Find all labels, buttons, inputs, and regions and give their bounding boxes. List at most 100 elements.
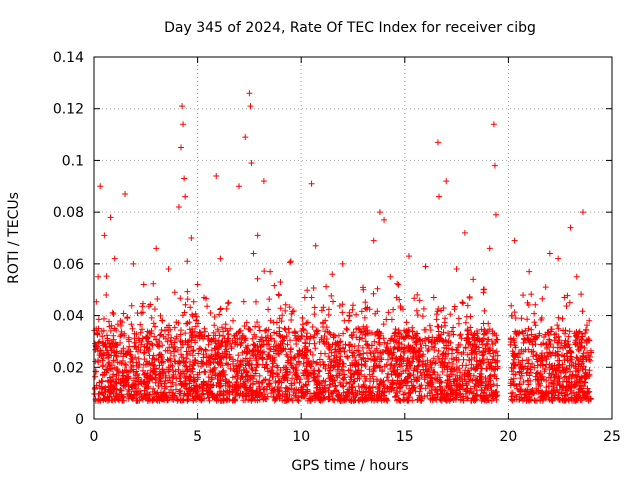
data-point xyxy=(126,343,133,350)
data-point xyxy=(387,273,394,280)
data-point xyxy=(511,237,518,244)
dense-data-band xyxy=(91,259,595,404)
y-tick-label: 0.08 xyxy=(53,205,84,221)
data-point xyxy=(397,304,404,311)
data-point xyxy=(178,144,185,151)
data-point xyxy=(250,250,257,257)
data-point xyxy=(470,276,477,283)
data-point xyxy=(181,175,188,182)
data-point xyxy=(318,307,325,314)
data-point xyxy=(267,268,274,275)
x-axis-ticks: 0 5 10 15 20 25 xyxy=(90,57,621,445)
data-point xyxy=(536,330,543,337)
data-point xyxy=(194,281,201,288)
y-axis-title: ROTI / TECUs xyxy=(6,192,22,284)
x-tick-label: 0 xyxy=(90,429,99,445)
data-point xyxy=(586,317,593,324)
data-point xyxy=(526,268,533,275)
data-point xyxy=(171,289,178,296)
data-point xyxy=(254,232,261,239)
data-point xyxy=(236,183,243,190)
data-point xyxy=(246,90,253,97)
data-point xyxy=(486,245,493,252)
data-point xyxy=(134,309,141,316)
data-point xyxy=(370,237,377,244)
data-point xyxy=(225,299,232,306)
data-point xyxy=(430,294,437,301)
y-tick-label: 0.12 xyxy=(53,102,84,118)
data-point xyxy=(490,121,497,128)
data-point xyxy=(213,172,220,179)
chart-title: Day 345 of 2024, Rate Of TEC Index for r… xyxy=(164,20,536,36)
data-point xyxy=(277,278,284,285)
data-point xyxy=(175,203,182,210)
data-point xyxy=(111,255,118,262)
x-axis-title: GPS time / hours xyxy=(291,458,408,474)
data-point xyxy=(130,260,137,267)
grid xyxy=(94,57,612,419)
data-point xyxy=(159,317,166,324)
data-point xyxy=(308,180,315,187)
data-point xyxy=(242,134,249,141)
data-point xyxy=(153,245,160,252)
data-point xyxy=(381,216,388,223)
data-point xyxy=(146,346,153,353)
data-point xyxy=(443,178,450,185)
data-point xyxy=(567,224,574,231)
data-point xyxy=(422,263,429,270)
y-tick-label: 0.04 xyxy=(53,309,84,325)
data-point xyxy=(204,335,211,342)
data-point xyxy=(184,258,191,265)
data-point xyxy=(376,209,383,216)
data-point xyxy=(561,294,568,301)
x-tick-label: 25 xyxy=(603,429,621,445)
data-point xyxy=(117,322,124,329)
data-point xyxy=(180,121,187,128)
data-point xyxy=(491,162,498,169)
data-point xyxy=(579,209,586,216)
plot-frame xyxy=(93,56,613,420)
data-point xyxy=(312,242,319,249)
data-point xyxy=(247,103,254,110)
y-tick-label: 0.02 xyxy=(53,360,84,376)
data-point xyxy=(122,191,129,198)
data-point xyxy=(461,229,468,236)
data-points xyxy=(93,90,593,366)
data-point xyxy=(480,286,487,293)
y-tick-label: 0.1 xyxy=(62,153,84,169)
data-point xyxy=(217,255,224,262)
data-point xyxy=(515,359,522,366)
data-point xyxy=(434,139,441,146)
y-tick-label: 0.14 xyxy=(53,50,84,66)
data-point xyxy=(298,328,305,335)
data-point xyxy=(453,266,460,273)
data-point xyxy=(188,235,195,241)
data-point xyxy=(350,302,356,309)
data-point xyxy=(287,258,294,265)
data-point xyxy=(329,271,336,278)
data-point xyxy=(97,183,104,190)
data-point xyxy=(182,193,189,200)
data-point xyxy=(165,266,172,273)
y-tick-label: 0.06 xyxy=(53,257,84,273)
x-tick-label: 5 xyxy=(193,429,202,445)
y-axis-ticks: 0 0.02 0.04 0.06 0.08 0.1 0.12 0.14 xyxy=(53,50,612,428)
data-point xyxy=(573,273,580,280)
data-point xyxy=(105,351,112,358)
data-point xyxy=(339,260,346,267)
data-point xyxy=(405,253,412,260)
data-point xyxy=(414,291,421,298)
data-point xyxy=(555,255,562,262)
data-point xyxy=(492,211,499,218)
data-point xyxy=(260,178,267,185)
data-point xyxy=(542,284,549,291)
data-point xyxy=(95,273,102,280)
data-point xyxy=(140,281,147,288)
data-point xyxy=(101,232,108,239)
data-point xyxy=(546,250,553,257)
x-tick-label: 10 xyxy=(292,429,310,445)
data-point xyxy=(435,193,442,200)
x-tick-label: 20 xyxy=(499,429,517,445)
x-tick-label: 15 xyxy=(396,429,414,445)
